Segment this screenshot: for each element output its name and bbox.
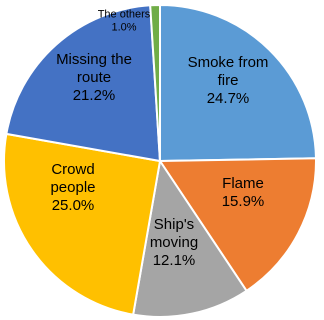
pie-slice	[131, 158, 248, 318]
slice-label: The others 1.0%	[98, 9, 151, 34]
slice-value: 25.0%	[52, 197, 95, 214]
pie-slice	[3, 132, 162, 316]
pie-slices	[3, 3, 317, 318]
slice-label: Crowd people 25.0%	[50, 161, 95, 214]
slice-label: Smoke from fire 24.7%	[188, 54, 269, 107]
pie-slice	[5, 4, 162, 163]
slice-name: Missing the	[56, 51, 132, 68]
pie-slice	[149, 3, 161, 162]
slice-label: Flame 15.9%	[222, 175, 265, 210]
slice-name: The others	[98, 9, 151, 21]
slice-value: 21.2%	[73, 87, 116, 104]
pie-slice	[158, 157, 317, 293]
slice-label: Missing the route 21.2%	[56, 51, 132, 104]
slice-name: Smoke from	[188, 54, 269, 71]
pie-labels: Smoke from fire 24.7% Flame 15.9% Ship's movin…	[50, 9, 268, 270]
slice-name: people	[50, 179, 95, 196]
slice-name: moving	[150, 234, 198, 251]
slice-name: Crowd	[51, 161, 94, 178]
slice-value: 12.1%	[153, 252, 196, 269]
slice-name: fire	[218, 72, 239, 89]
slice-value: 24.7%	[207, 90, 250, 107]
slice-name: Ship's	[154, 216, 194, 233]
slice-value: 15.9%	[222, 193, 265, 210]
slice-name: route	[77, 69, 111, 86]
slice-label: Ship's moving 12.1%	[150, 216, 198, 269]
slice-value: 1.0%	[111, 22, 136, 34]
pie-slice	[159, 3, 317, 163]
slice-name: Flame	[222, 175, 264, 192]
